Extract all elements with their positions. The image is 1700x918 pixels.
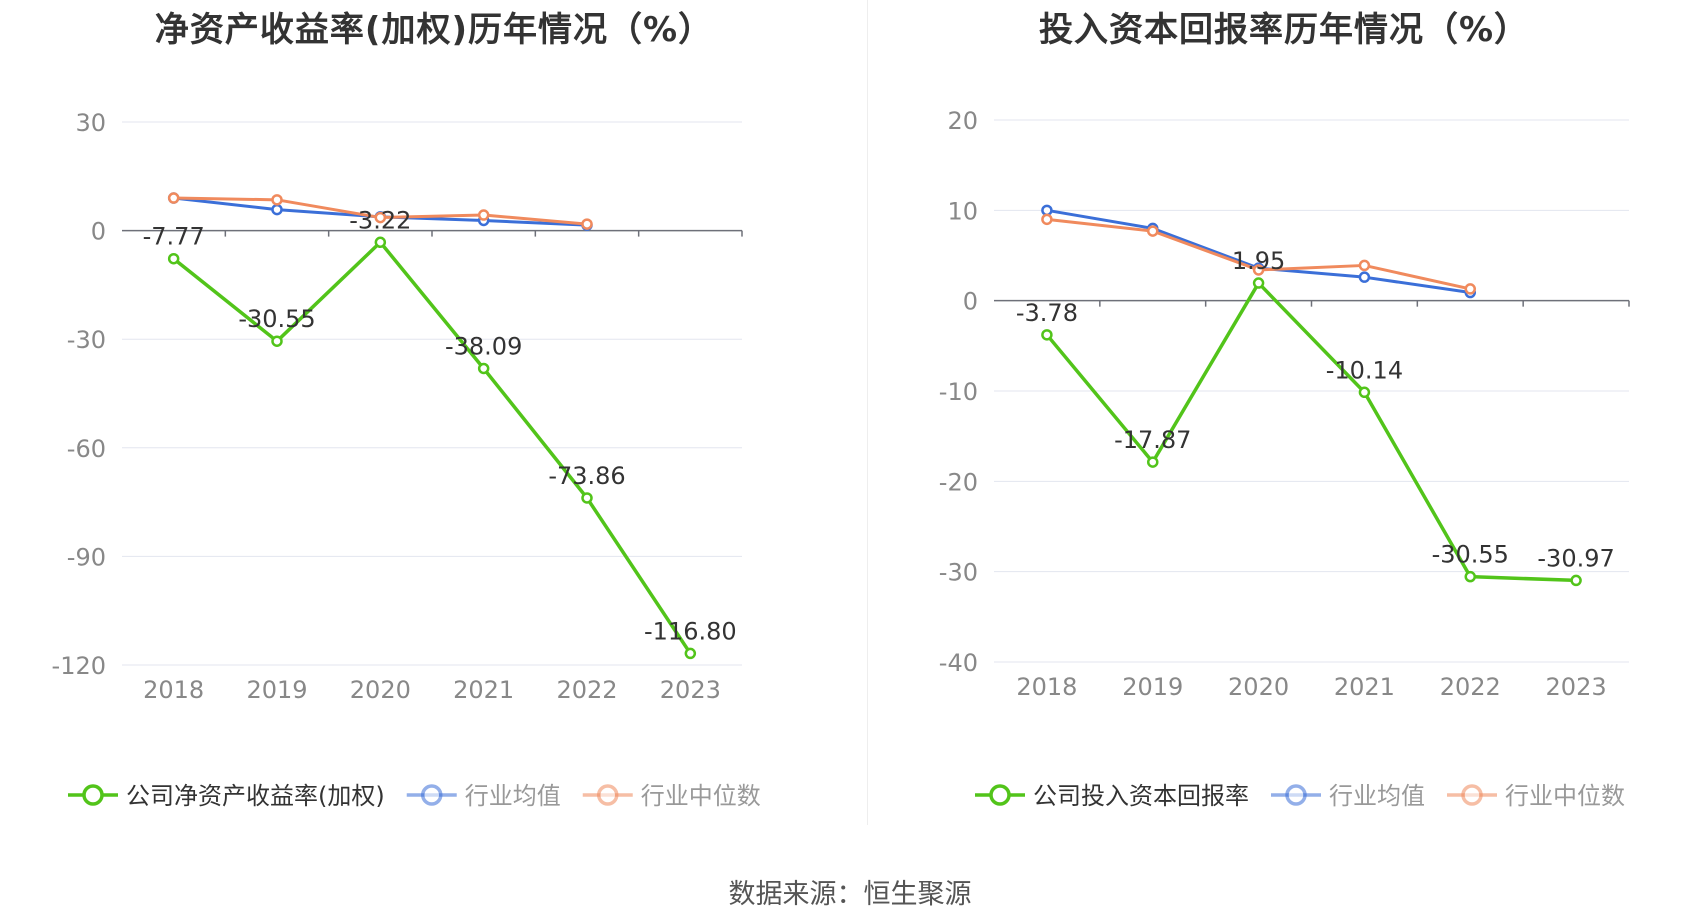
roe-legend-marker-0 — [82, 784, 104, 806]
roe-legend-label-2: 行业中位数 — [641, 782, 761, 810]
roic-point-1 — [1358, 271, 1371, 283]
roic-point-2 — [1252, 264, 1265, 276]
roic-point-0 — [1570, 574, 1582, 587]
roe-point-0 — [684, 647, 697, 660]
roe-x-tick-label: 2020 — [350, 676, 411, 704]
roic-point-0 — [1252, 277, 1265, 289]
roe-x-tick-label: 2022 — [556, 676, 617, 704]
roe-y-tick-label: -120 — [52, 652, 106, 680]
roic-chart-panel: 投入资本回报率历年情况（%） 20 10 0 -10 -20 -30 -40 2018 2019… — [868, 0, 1700, 830]
roic-y-tick-label: -10 — [939, 378, 978, 406]
roic-x-tick-label: 2021 — [1334, 673, 1395, 701]
roic-legend-label-2: 行业中位数 — [1505, 782, 1625, 810]
roe-data-label: -116.80 — [644, 617, 737, 645]
roic-x-tick-label: 2019 — [1122, 673, 1183, 701]
roe-point-0 — [581, 492, 593, 504]
roe-y-tick-label: -60 — [67, 435, 106, 463]
roe-point-2 — [167, 192, 180, 204]
roic-y-tick-label: -30 — [939, 559, 978, 587]
roic-y-tick-label: -40 — [939, 649, 978, 677]
roic-point-2 — [1147, 225, 1159, 237]
roic-x-tick-label: 2020 — [1228, 673, 1289, 701]
roe-legend-label-0: 公司净资产收益率(加权) — [126, 782, 385, 810]
panel-divider — [867, 0, 868, 825]
roe-data-label: -38.09 — [445, 332, 522, 360]
roe-x-tick-label: 2018 — [143, 676, 204, 704]
roic-point-0 — [1147, 456, 1159, 468]
roe-chart-title: 净资产收益率(加权)历年情况（%） — [154, 10, 714, 50]
roic-point-0 — [1358, 386, 1371, 399]
roe-legend-marker-1 — [420, 784, 443, 806]
roic-data-label: -3.78 — [1016, 299, 1078, 327]
roe-series-line-0 — [172, 240, 692, 655]
roic-chart: 20 10 0 -10 -20 -30 -40 2018 2019 2020 2021 2022 202… — [939, 107, 1630, 810]
roic-y-tick-label: -20 — [939, 468, 978, 496]
roe-point-2 — [374, 211, 387, 224]
roe-point-0 — [374, 236, 387, 249]
roic-point-2 — [1041, 213, 1053, 226]
roe-x-tick-label: 2021 — [453, 676, 514, 704]
roe-data-label: -7.77 — [143, 223, 205, 251]
roic-legend-marker-1 — [1285, 784, 1307, 806]
roic-x-tick-label: 2023 — [1546, 673, 1607, 701]
roic-point-2 — [1358, 259, 1371, 272]
roic-point-0 — [1464, 570, 1476, 583]
roic-y-tick-label: 0 — [963, 288, 978, 316]
roic-data-label: -30.55 — [1432, 541, 1509, 569]
roe-point-0 — [271, 335, 283, 347]
roic-x-tick-label: 2022 — [1440, 673, 1501, 701]
roic-y-tick-label: 10 — [947, 197, 978, 225]
roe-y-tick-label: -90 — [67, 543, 106, 571]
roic-chart-title: 投入资本回报率历年情况（%） — [1038, 10, 1530, 50]
roe-point-1 — [271, 203, 283, 216]
roic-point-1 — [1041, 204, 1053, 217]
roic-legend-label-1: 行业均值 — [1329, 782, 1425, 810]
roic-y-tick-label: 20 — [947, 107, 978, 135]
roe-point-2 — [271, 194, 283, 206]
roe-chart-panel: 净资产收益率(加权)历年情况（%） 30 0 -30 -60 -90 -120 2018 20… — [0, 0, 868, 830]
roic-legend-label-0: 公司投入资本回报率 — [1033, 782, 1249, 810]
roe-y-tick-label: 30 — [75, 109, 106, 137]
roe-chart: 30 0 -30 -60 -90 -120 2018 2019 2020 2021 2022 2023… — [52, 109, 761, 810]
roic-legend-marker-2 — [1461, 784, 1483, 806]
roe-point-2 — [581, 218, 593, 230]
roic-data-label: -10.14 — [1326, 356, 1403, 384]
roe-legend-marker-2 — [596, 784, 619, 806]
roe-y-tick-label: -30 — [67, 326, 106, 354]
roic-point-0 — [1041, 329, 1053, 341]
roe-point-2 — [477, 209, 490, 221]
roic-series-line-0 — [1045, 281, 1577, 583]
roic-x-tick-label: 2018 — [1016, 673, 1077, 701]
roic-legend-marker-0 — [989, 784, 1011, 806]
roic-data-label: 1.95 — [1232, 247, 1285, 275]
roe-legend-label-1: 行业均值 — [465, 782, 561, 810]
roic-data-label: -17.87 — [1114, 426, 1191, 454]
roe-point-0 — [167, 252, 180, 265]
roe-x-tick-label: 2023 — [660, 676, 721, 704]
roe-data-label: -3.22 — [349, 206, 411, 234]
roe-x-tick-label: 2019 — [246, 676, 307, 704]
roic-data-label: -30.97 — [1537, 544, 1614, 572]
roe-data-label: -73.86 — [548, 462, 625, 490]
roic-point-2 — [1464, 283, 1476, 295]
roe-data-label: -30.55 — [238, 305, 315, 333]
roe-point-0 — [477, 362, 490, 375]
roe-y-tick-label: 0 — [91, 218, 106, 246]
data-source-label: 数据来源：恒生聚源 — [728, 879, 972, 910]
